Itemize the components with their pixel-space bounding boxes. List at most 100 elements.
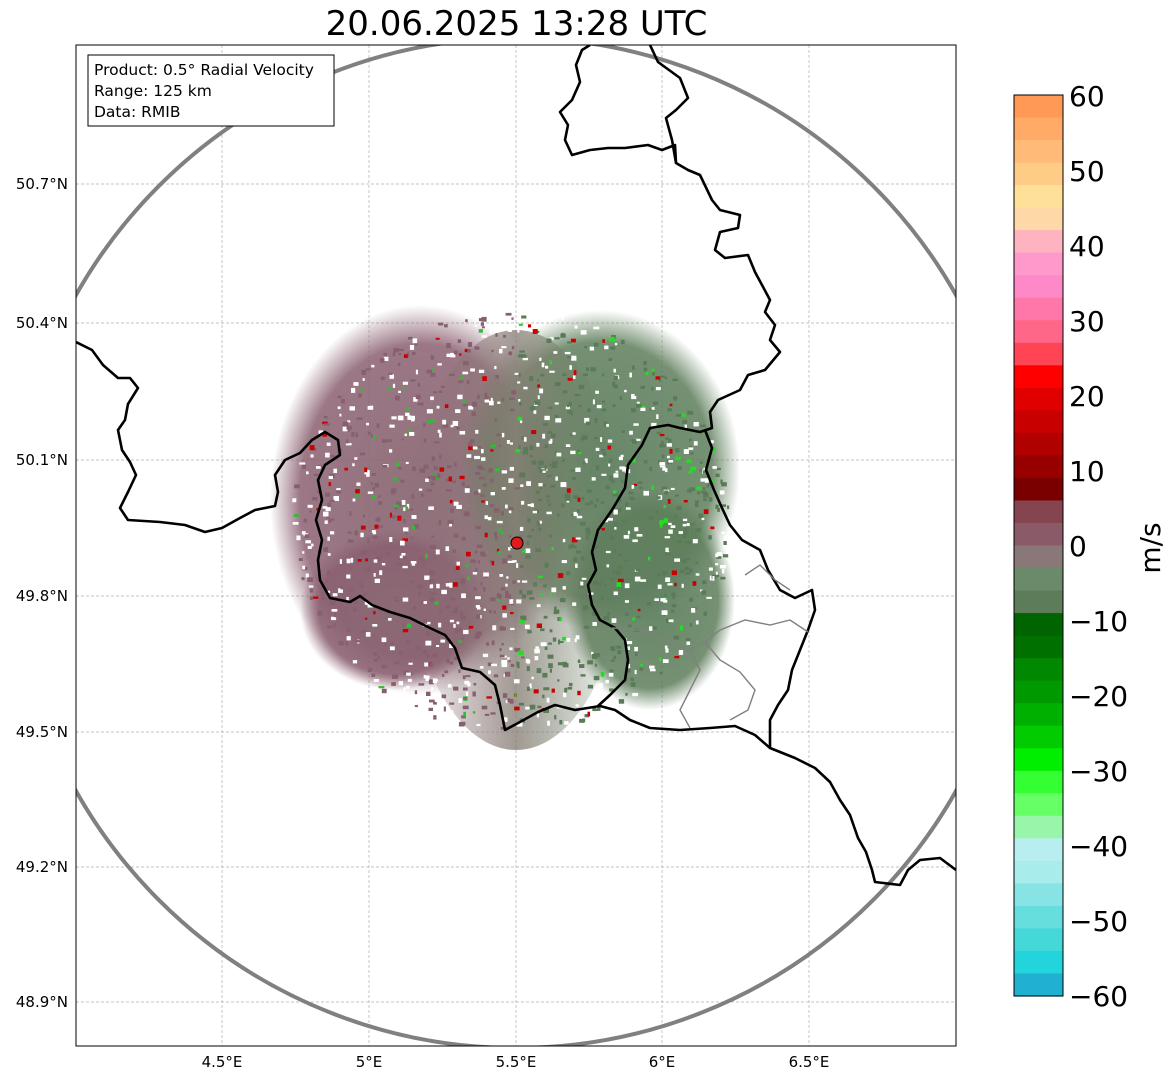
echo-pixel: [610, 346, 616, 350]
echo-pixel: [554, 316, 558, 319]
lon-tick-label: 6.5°E: [789, 1053, 830, 1071]
echo-pixel: [700, 478, 706, 482]
echo-pixel: [625, 507, 631, 510]
echo-pixel: [706, 484, 709, 488]
echo-pixel: [547, 431, 552, 434]
echo-pixel: [327, 536, 330, 541]
echo-pixel: [581, 556, 585, 561]
echo-pixel: [381, 563, 386, 566]
echo-pixel: [393, 348, 399, 353]
echo-pixel: [461, 637, 464, 640]
colorbar: 60 50 40 30 20 10 0 −10 −20 −30 −40 −50 …: [1013, 80, 1167, 1013]
echo-pixel: [567, 377, 573, 381]
echo-pixel: [703, 498, 707, 502]
echo-pixel: [475, 605, 480, 608]
echo-pixel: [618, 508, 622, 513]
echo-pixel: [430, 592, 434, 596]
echo-pixel: [517, 580, 521, 583]
echo-pixel: [590, 500, 593, 505]
echo-pixel: [593, 580, 598, 585]
echo-pixel: [670, 525, 676, 528]
echo-pixel: [501, 487, 506, 490]
echo-pixel: [632, 539, 638, 543]
echo-pixel: [509, 599, 514, 604]
echo-pixel: [406, 352, 409, 358]
echo-pixel: [663, 505, 666, 509]
echo-pixel: [429, 578, 435, 583]
echo-pixel: [392, 674, 399, 679]
echo-pixel: [365, 632, 371, 637]
echo-pixel: [400, 479, 405, 483]
colorbar-band: [1014, 748, 1063, 772]
echo-pixel: [561, 503, 565, 508]
echo-pixel: [633, 483, 638, 486]
echo-pixel: [534, 648, 540, 654]
echo-pixel: [467, 342, 473, 348]
echo-pixel: [574, 393, 578, 397]
echo-pixel: [507, 560, 514, 563]
echo-pixel: [401, 623, 406, 627]
echo-pixel: [346, 596, 349, 602]
echo-pixel: [358, 393, 362, 398]
echo-pixel: [439, 609, 442, 613]
echo-pixel: [609, 669, 614, 673]
echo-pixel: [613, 385, 618, 388]
echo-pixel: [613, 548, 617, 554]
echo-pixel: [411, 563, 416, 566]
echo-pixel: [462, 400, 465, 404]
echo-pixel: [681, 413, 686, 417]
echo-pixel: [469, 439, 475, 443]
echo-pixel: [465, 675, 471, 678]
echo-pixel: [716, 554, 722, 559]
echo-pixel: [438, 322, 444, 326]
echo-pixel: [396, 501, 402, 507]
echo-pixel: [591, 477, 596, 481]
echo-pixel: [412, 525, 415, 530]
echo-pixel: [574, 325, 578, 329]
echo-pixel: [701, 517, 705, 521]
echo-pixel: [378, 495, 381, 498]
echo-pixel: [496, 548, 500, 553]
echo-pixel: [585, 502, 590, 506]
echo-pixel: [517, 381, 521, 384]
echo-pixel: [438, 520, 442, 525]
echo-pixel: [493, 610, 497, 614]
echo-pixel: [554, 414, 559, 419]
echo-pixel: [613, 509, 618, 515]
echo-pixel: [619, 396, 623, 401]
echo-pixel: [665, 577, 671, 582]
colorbar-frame: [1013, 94, 1064, 997]
echo-pixel: [662, 467, 667, 471]
echo-pixel: [433, 715, 437, 720]
echo-pixel: [423, 438, 427, 443]
colorbar-band: [1014, 117, 1063, 141]
echo-pixel: [574, 545, 577, 549]
echo-pixel: [457, 628, 462, 631]
echo-pixel: [410, 379, 416, 382]
echo-pixel: [500, 512, 504, 516]
echo-pixel: [551, 587, 557, 593]
echo-pixel: [554, 715, 557, 720]
echo-pixel: [673, 396, 677, 401]
echo-pixel: [474, 550, 478, 554]
echo-pixel: [606, 564, 610, 568]
echo-pixel: [527, 630, 532, 634]
echo-pixel: [555, 418, 562, 423]
echo-pixel: [435, 679, 439, 682]
colorbar-band: [1014, 342, 1063, 366]
echo-pixel: [701, 590, 706, 595]
echo-pixel: [378, 609, 383, 612]
echo-pixel: [507, 657, 510, 660]
echo-pixel: [536, 521, 540, 526]
echo-pixel: [398, 390, 401, 393]
colorbar-band: [1014, 140, 1063, 164]
echo-pixel: [370, 482, 373, 486]
echo-pixel: [682, 518, 688, 522]
echo-pixel: [659, 657, 662, 662]
echo-pixel: [671, 592, 676, 597]
echo-pixel: [453, 623, 456, 628]
echo-pixel: [471, 411, 476, 417]
echo-pixel: [540, 374, 545, 377]
echo-pixel: [379, 525, 384, 528]
echo-pixel: [601, 408, 607, 412]
